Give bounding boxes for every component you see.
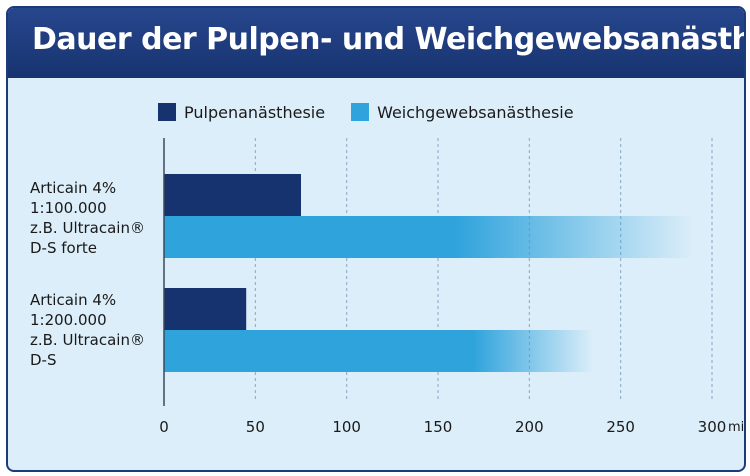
x-axis-unit: min xyxy=(728,420,745,435)
category-label-2: Articain 4% 1:200.000 z.B. Ultracain® D-… xyxy=(30,290,170,370)
legend-item-pulpen: Pulpenanästhesie xyxy=(158,103,325,122)
bar-pulpen-2 xyxy=(164,288,247,330)
category-label-2-line-2: 1:200.000 xyxy=(30,311,107,329)
bar-weichgewebe-1 xyxy=(164,216,694,258)
legend-item-weichgewebe: Weichgewebsanästhesie xyxy=(351,103,574,122)
legend-swatch-weichgewebe xyxy=(351,103,370,121)
x-tick-label-250: 250 xyxy=(606,418,635,436)
x-tick-label-0: 0 xyxy=(159,418,169,436)
legend-label-pulpen: Pulpenanästhesie xyxy=(184,102,326,122)
category-label-1-line-1: Articain 4% xyxy=(30,179,117,197)
x-tick-label-300: 300 xyxy=(697,418,727,436)
legend: Pulpenanästhesie Weichgewebsanästhesie xyxy=(158,100,600,124)
chart-header: Dauer der Pulpen- und Weichgewebsanästhe… xyxy=(8,8,744,78)
category-label-2-line-1: Articain 4% xyxy=(30,291,117,309)
chart-title: Dauer der Pulpen- und Weichgewebsanästhe… xyxy=(32,22,744,57)
category-label-1-line-2: 1:100.000 xyxy=(30,199,107,217)
x-tick-label-150: 150 xyxy=(423,418,453,436)
bar-weichgewebe-2 xyxy=(164,330,594,372)
legend-label-weichgewebe: Weichgewebsanästhesie xyxy=(377,102,574,122)
category-label-2-line-3: z.B. Ultracain® xyxy=(30,331,145,349)
category-label-1: Articain 4% 1:100.000 z.B. Ultracain® D-… xyxy=(30,178,170,258)
x-tick-label-100: 100 xyxy=(332,418,361,436)
category-label-1-line-4: D-S forte xyxy=(30,239,97,257)
category-label-2-line-4: D-S xyxy=(30,351,57,369)
bar-pulpen-1 xyxy=(164,174,301,216)
x-tick-label-50: 50 xyxy=(245,418,265,436)
chart-frame: Dauer der Pulpen- und Weichgewebsanästhe… xyxy=(6,6,746,472)
legend-swatch-pulpen xyxy=(158,103,176,121)
plot-area xyxy=(163,138,713,406)
category-label-1-line-3: z.B. Ultracain® xyxy=(30,219,145,237)
x-tick-label-200: 200 xyxy=(515,418,544,436)
